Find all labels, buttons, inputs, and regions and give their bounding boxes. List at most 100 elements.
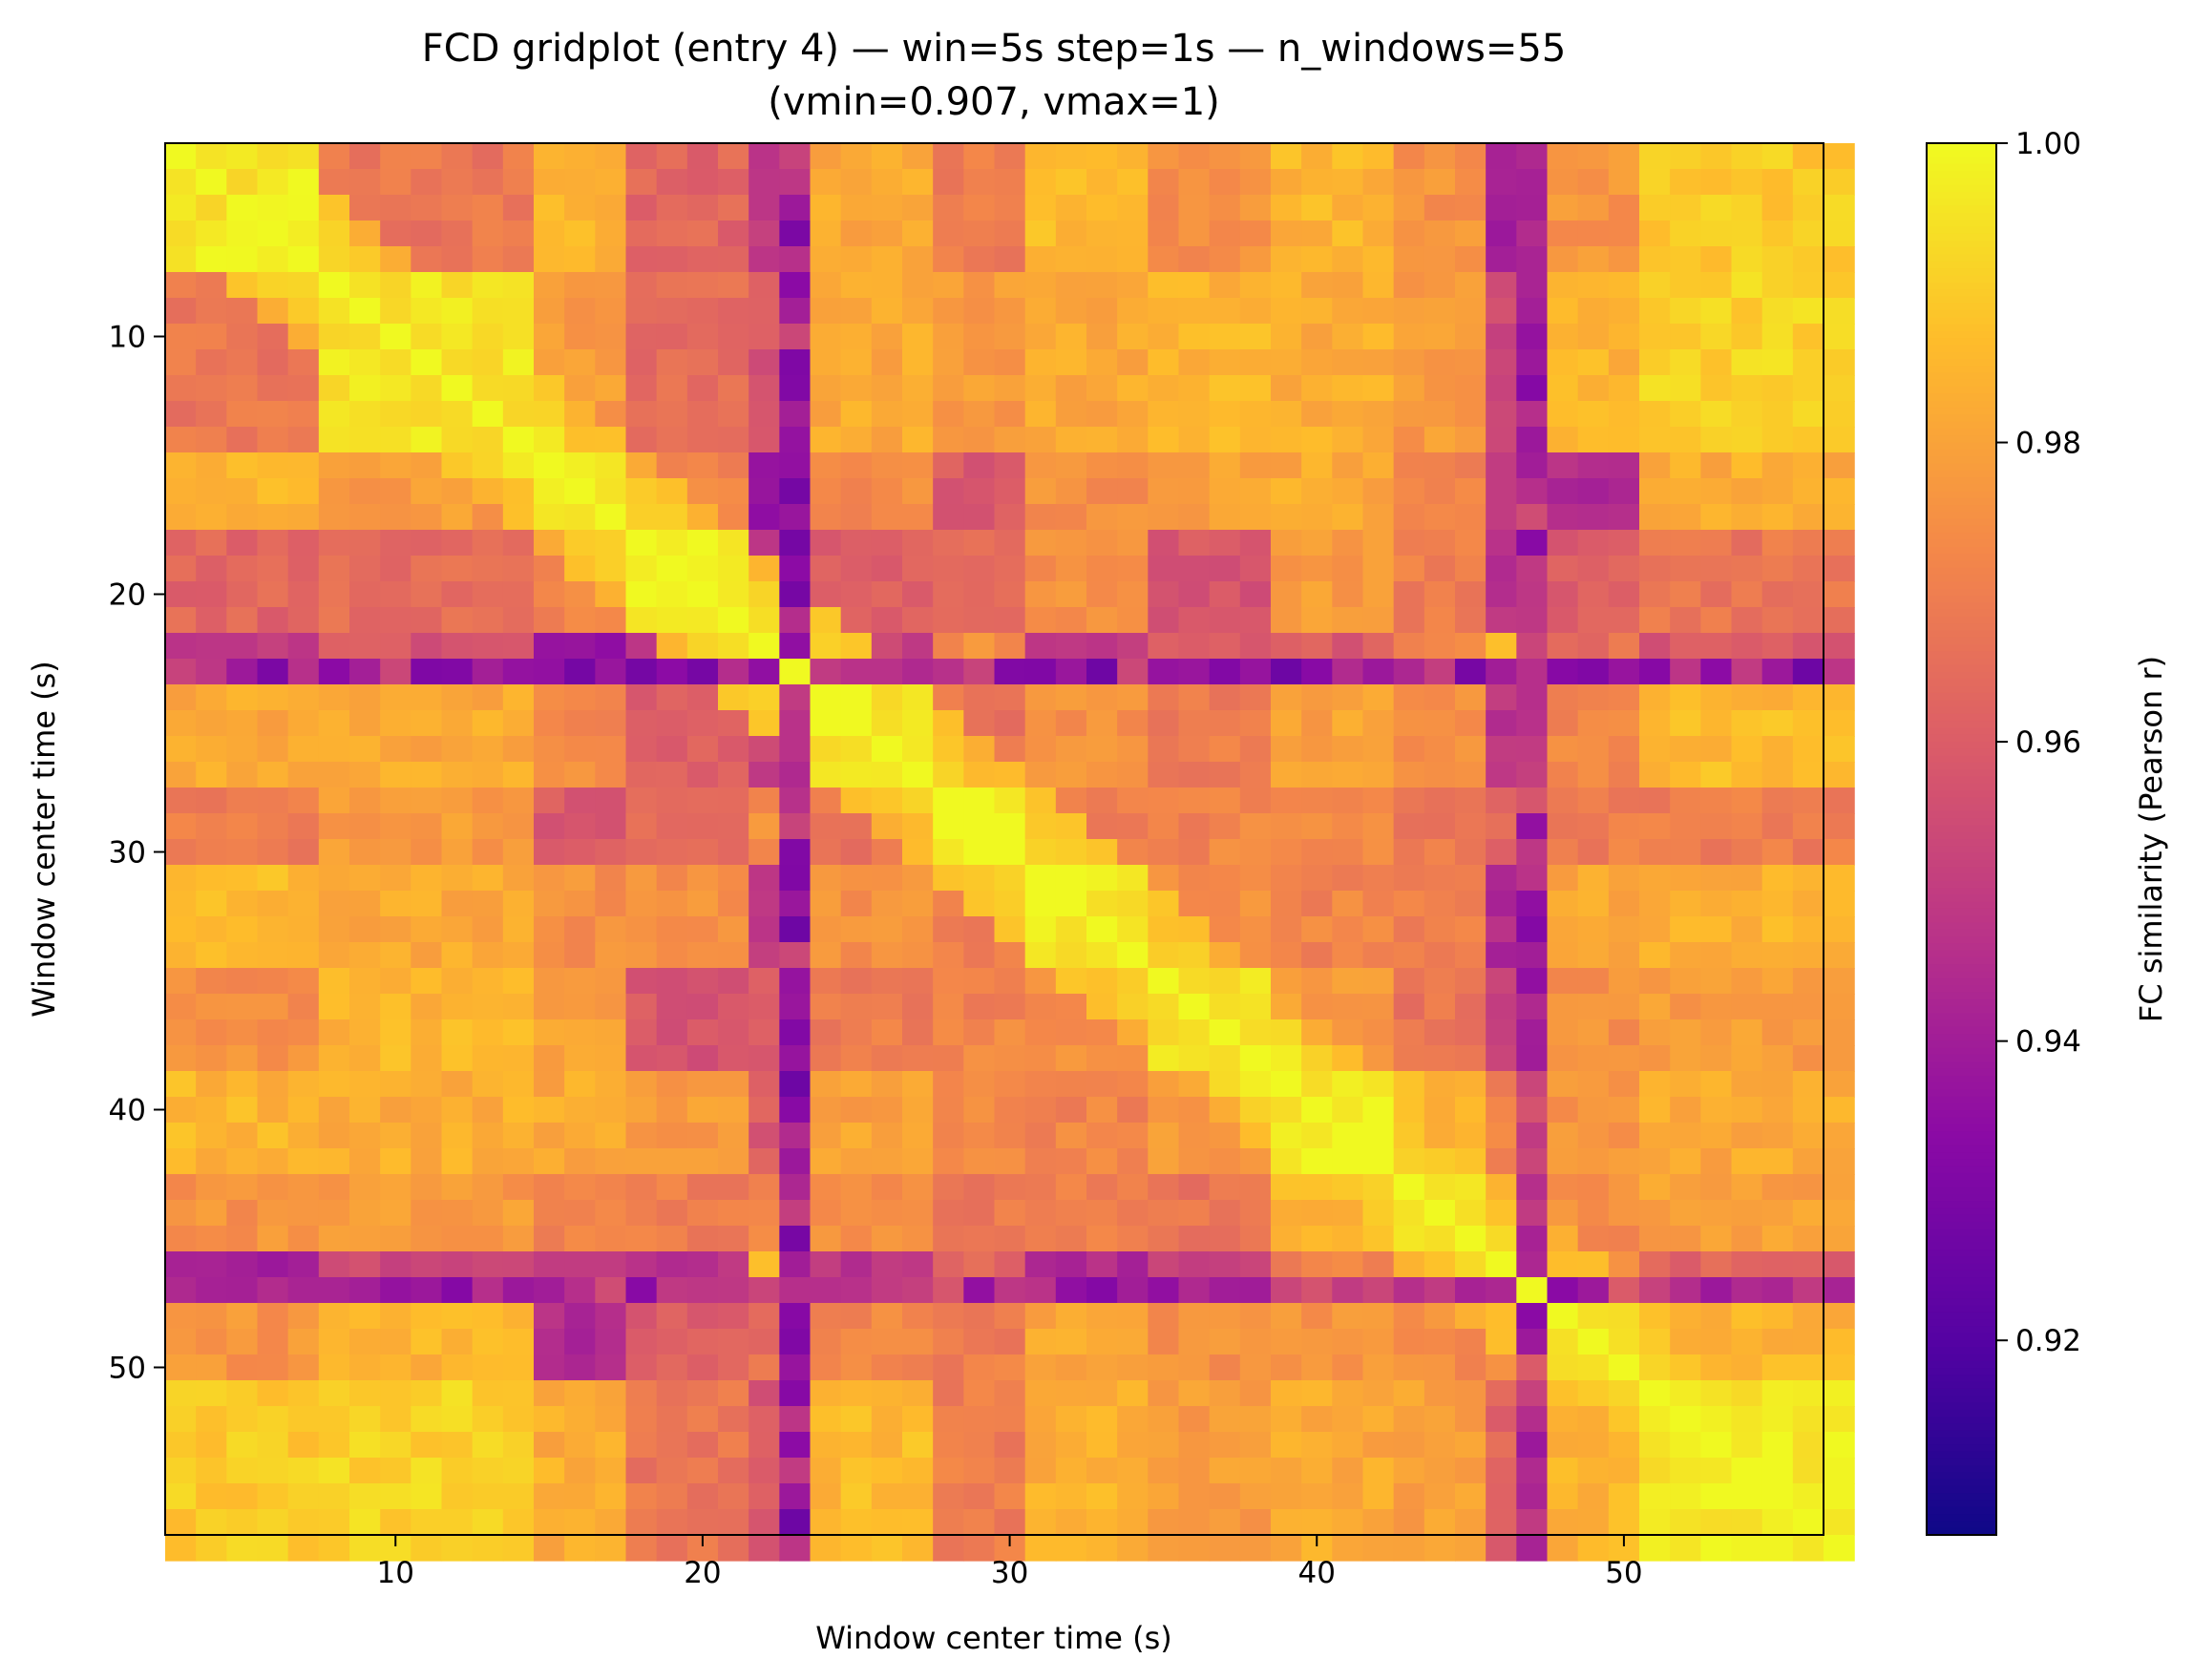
- heatmap-cell: [287, 607, 320, 634]
- heatmap-cell: [1024, 272, 1057, 299]
- heatmap-cell: [1393, 1277, 1425, 1304]
- heatmap-cell: [1178, 1535, 1211, 1562]
- heatmap-cell: [1239, 452, 1272, 479]
- heatmap-cell: [1086, 762, 1118, 788]
- heatmap-cell: [1332, 401, 1364, 428]
- heatmap-cell: [1055, 1019, 1087, 1046]
- colorbar-step: [1927, 1186, 1996, 1195]
- heatmap-cell: [1670, 1483, 1701, 1510]
- heatmap-cell: [1301, 246, 1333, 273]
- heatmap-cell: [257, 865, 289, 892]
- heatmap-cell: [1700, 272, 1733, 299]
- heatmap-cell: [779, 1071, 812, 1098]
- heatmap-cell: [226, 375, 259, 402]
- heatmap-cell: [1086, 736, 1118, 763]
- heatmap-cell: [1332, 1071, 1364, 1098]
- heatmap-cell: [318, 1148, 350, 1175]
- colorbar-step: [1927, 1333, 1996, 1341]
- heatmap-cell: [1239, 1251, 1272, 1278]
- heatmap-cell: [196, 143, 227, 170]
- heatmap-cell: [441, 556, 474, 582]
- heatmap-cell: [1301, 1123, 1333, 1149]
- heatmap-cell: [411, 169, 443, 196]
- colorbar-step: [1927, 950, 1996, 958]
- heatmap-cell: [318, 272, 350, 299]
- heatmap-cell: [1178, 401, 1211, 428]
- heatmap-cell: [472, 1071, 504, 1098]
- heatmap-cell: [1086, 1354, 1118, 1381]
- heatmap-cell: [1455, 401, 1487, 428]
- heatmap-cell: [625, 736, 658, 763]
- heatmap-cell: [441, 1045, 474, 1072]
- heatmap-cell: [1055, 1251, 1087, 1278]
- heatmap-cell: [411, 865, 443, 892]
- heatmap-cell: [749, 1045, 780, 1072]
- heatmap-cell: [1486, 1380, 1517, 1407]
- heatmap-cell: [1117, 788, 1149, 814]
- heatmap-cell: [411, 1226, 443, 1252]
- heatmap-cell: [411, 220, 443, 247]
- heatmap-cell: [656, 968, 688, 995]
- heatmap-cell: [656, 246, 688, 273]
- colorbar-step: [1927, 888, 1996, 896]
- heatmap-cell: [656, 349, 688, 376]
- heatmap-cell: [1271, 659, 1302, 685]
- heatmap-cell: [595, 891, 627, 917]
- heatmap-cell: [1393, 169, 1425, 196]
- heatmap-cell: [994, 401, 1026, 428]
- colorbar-step: [1927, 171, 1996, 179]
- heatmap-cell: [1239, 504, 1272, 531]
- heatmap-cell: [779, 220, 812, 247]
- heatmap-cell: [810, 478, 842, 505]
- heatmap-cell: [1178, 1329, 1211, 1355]
- heatmap-cell: [502, 246, 535, 273]
- heatmap-cell: [1209, 1045, 1241, 1072]
- colorbar-step: [1927, 1228, 1996, 1237]
- heatmap-cell: [226, 916, 259, 943]
- heatmap-cell: [349, 220, 381, 247]
- heatmap-cell: [1332, 298, 1364, 325]
- heatmap-cell: [1178, 839, 1211, 866]
- heatmap-cell: [349, 375, 381, 402]
- heatmap-cell: [656, 1535, 688, 1562]
- heatmap-cell: [1301, 762, 1333, 788]
- heatmap-cell: [226, 169, 259, 196]
- heatmap-cell: [656, 942, 688, 969]
- heatmap-cell: [749, 891, 780, 917]
- heatmap-cell: [810, 375, 842, 402]
- heatmap-cell: [441, 530, 474, 556]
- heatmap-cell: [1700, 1097, 1733, 1124]
- heatmap-cell: [1486, 195, 1517, 221]
- heatmap-cell: [1670, 1354, 1701, 1381]
- heatmap-cells: [165, 143, 1855, 1562]
- heatmap-cell: [1670, 246, 1701, 273]
- heatmap-cell: [1393, 452, 1425, 479]
- heatmap-cell: [625, 1509, 658, 1536]
- heatmap-cell: [1178, 349, 1211, 376]
- heatmap-cell: [257, 891, 289, 917]
- heatmap-cell: [1700, 736, 1733, 763]
- heatmap-cell: [1761, 1458, 1794, 1484]
- heatmap-cell: [595, 1458, 627, 1484]
- heatmap-cell: [1547, 1380, 1579, 1407]
- heatmap-cell: [502, 633, 535, 660]
- heatmap-cell: [257, 195, 289, 221]
- heatmap-cell: [534, 1483, 565, 1510]
- heatmap-cell: [1148, 865, 1180, 892]
- heatmap-cell: [1547, 1329, 1579, 1355]
- heatmap-cell: [1639, 633, 1671, 660]
- heatmap-cell: [380, 633, 411, 660]
- heatmap-cell: [718, 1123, 749, 1149]
- colorbar-step: [1927, 470, 1996, 478]
- heatmap-cell: [1577, 1123, 1610, 1149]
- heatmap-cell: [257, 1123, 289, 1149]
- heatmap-cell: [534, 1329, 565, 1355]
- heatmap-cell: [1117, 1509, 1149, 1536]
- heatmap-cell: [380, 659, 411, 685]
- heatmap-cell: [625, 169, 658, 196]
- heatmap-cell: [656, 298, 688, 325]
- heatmap-cell: [196, 1226, 227, 1252]
- heatmap-cell: [257, 1483, 289, 1510]
- heatmap-cell: [1086, 478, 1118, 505]
- heatmap-cell: [1423, 762, 1456, 788]
